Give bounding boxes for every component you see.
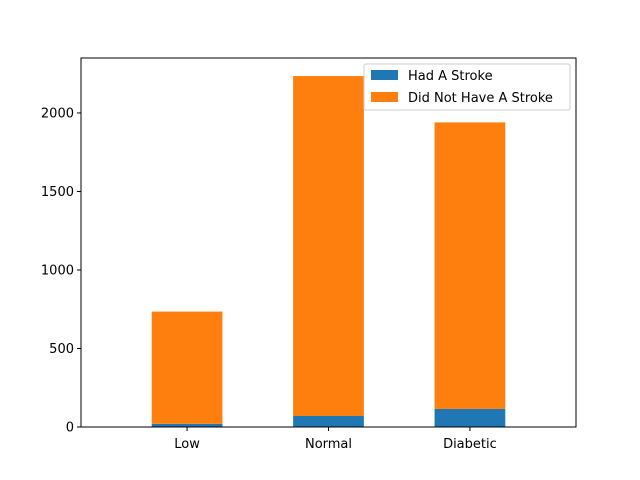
y-tick-label: 500 [49, 342, 74, 357]
bars-group [151, 76, 506, 427]
y-tick-label: 0 [66, 421, 74, 436]
legend-swatch [371, 92, 398, 102]
bar-normal-series-0 [293, 416, 364, 427]
bar-normal-series-1 [293, 76, 364, 417]
x-tick-label: Diabetic [443, 437, 497, 452]
legend-box [363, 63, 571, 111]
x-tick-label: Low [174, 437, 200, 452]
bar-diabetic-series-0 [434, 408, 506, 427]
legend-label: Had A Stroke [408, 69, 493, 84]
legend-swatch [371, 70, 398, 80]
bar-low-series-1 [151, 311, 223, 424]
bar-diabetic-series-1 [434, 122, 506, 409]
bar-low-series-0 [151, 423, 223, 427]
y-tick-label: 1000 [41, 263, 74, 278]
y-tick-label: 2000 [41, 106, 74, 121]
x-axis: Low Normal Diabetic [174, 427, 497, 452]
y-tick-label: 1500 [41, 185, 74, 200]
legend: Had A Stroke Did Not Have A Stroke [363, 63, 571, 111]
y-axis: 0 500 1000 1500 2000 [41, 106, 81, 436]
legend-label: Did Not Have A Stroke [408, 91, 553, 106]
x-tick-label: Normal [305, 437, 352, 452]
